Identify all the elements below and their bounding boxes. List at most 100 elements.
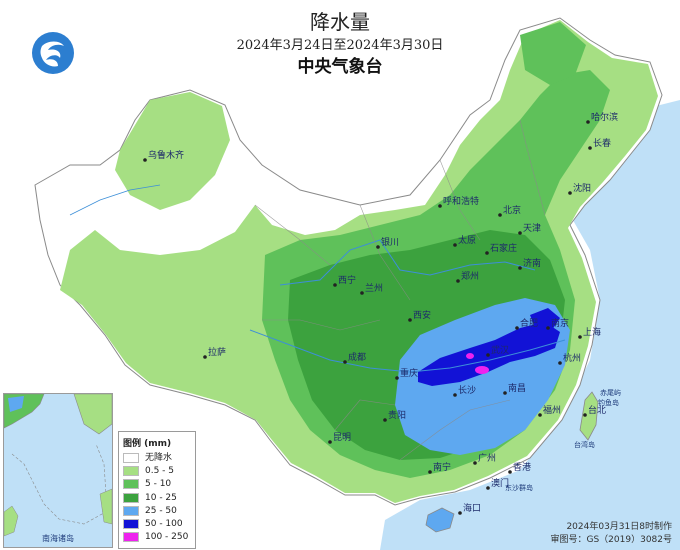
city-dot: [343, 360, 347, 364]
city-label: 杭州: [563, 352, 581, 364]
cma-logo-icon: [32, 32, 74, 74]
city-dot: [578, 335, 582, 339]
south-china-sea-inset: 南海诸岛: [3, 393, 113, 548]
city-marker: 南昌: [503, 382, 526, 395]
legend-label: 100 - 250: [145, 532, 189, 543]
city-label: 太原: [458, 234, 476, 246]
city-marker: 台北: [583, 404, 606, 417]
legend: 图例 (mm) 无降水 0.5 - 5 5 - 10 10 - 25 25 - 50 50…: [118, 431, 196, 549]
city-label: 昆明: [333, 432, 351, 443]
city-dot: [333, 283, 337, 287]
city-marker: 香港: [508, 461, 531, 474]
city-marker: 北京: [498, 204, 521, 217]
city-dot: [485, 251, 489, 255]
legend-swatch: [123, 532, 139, 543]
city-marker: 重庆: [395, 367, 418, 380]
city-dot: [360, 291, 364, 295]
city-marker: 武汉: [486, 344, 509, 357]
city-dot: [486, 353, 490, 357]
legend-item: 100 - 250: [123, 531, 193, 543]
city-dot: [458, 511, 462, 515]
city-dot: [376, 245, 380, 249]
city-marker: 郑州: [456, 270, 479, 283]
taiwan-island: [579, 391, 599, 441]
legend-label: 25 - 50: [145, 505, 177, 516]
city-marker: 兰州: [360, 282, 383, 295]
city-marker: 天津: [518, 223, 541, 235]
city-marker: 太原: [453, 234, 476, 247]
city-marker: 银川: [376, 236, 399, 249]
city-label: 拉萨: [208, 346, 226, 358]
tarim-river: [69, 184, 161, 216]
city-marker: 拉萨: [203, 346, 226, 359]
legend-swatch: [123, 479, 139, 490]
precip-100-250-spot: [466, 353, 474, 359]
china-landmass: [34, 17, 663, 506]
city-dot: [558, 361, 562, 365]
feature-label: 赤尾屿: [600, 388, 621, 397]
city-label: 兰州: [365, 282, 383, 294]
city-label: 澳门: [491, 477, 509, 489]
city-label: 福州: [543, 404, 561, 416]
legend-swatch: [123, 505, 139, 516]
map-title: 降水量: [310, 10, 370, 34]
city-label: 成都: [348, 351, 366, 363]
agency-name: 中央气象台: [297, 57, 383, 77]
precip-100-250-spot: [475, 366, 489, 374]
city-label: 南宁: [433, 461, 451, 473]
city-label: 武汉: [491, 344, 509, 356]
city-label: 广州: [478, 452, 496, 464]
city-dot: [428, 470, 432, 474]
city-marker: 上海: [578, 326, 601, 339]
yangtze-river: [249, 329, 566, 373]
city-label: 重庆: [400, 367, 418, 379]
date-range: 2024年3月24日至2024年3月30日: [236, 38, 444, 53]
city-dot: [518, 266, 522, 270]
city-marker: 哈尔滨: [586, 111, 618, 124]
city-label: 北京: [503, 204, 521, 216]
city-marker: 杭州: [558, 352, 581, 365]
city-marker: 福州: [538, 404, 561, 417]
city-label: 呼和浩特: [443, 195, 479, 207]
city-label: 西安: [413, 309, 431, 321]
legend-label: 0.5 - 5: [145, 466, 175, 477]
city-label: 南京: [551, 317, 569, 329]
city-dot: [473, 461, 477, 465]
legend-item: 0.5 - 5: [123, 465, 193, 477]
city-dot: [588, 146, 592, 150]
legend-swatch: [123, 466, 139, 477]
city-label: 石家庄: [490, 242, 517, 254]
city-label: 沈阳: [573, 182, 591, 194]
legend-item: 无降水: [123, 452, 193, 464]
city-marker: 成都: [343, 351, 366, 364]
city-label: 郑州: [461, 270, 479, 282]
precip-5-10-northeast: [520, 22, 586, 85]
city-dot: [586, 120, 590, 124]
city-label: 台北: [588, 404, 606, 416]
city-dot: [583, 413, 587, 417]
city-marker: 海口: [458, 502, 481, 515]
inset-label: 南海诸岛: [42, 534, 74, 543]
city-label: 合肥: [520, 317, 538, 329]
legend-label: 50 - 100: [145, 519, 183, 529]
feature-label: 钓鱼岛: [598, 398, 619, 407]
precip-0-5-northwest: [115, 92, 230, 210]
city-dot: [515, 326, 519, 330]
city-marker: 呼和浩特: [438, 195, 479, 208]
city-label: 长春: [593, 137, 611, 149]
city-marker: 济南: [518, 257, 541, 270]
city-label: 天津: [523, 223, 541, 234]
feature-label: 台湾岛: [574, 440, 595, 449]
legend-item: 10 - 25: [123, 492, 193, 504]
city-marker: 广州: [473, 452, 496, 465]
city-marker: 石家庄: [485, 242, 517, 255]
city-dot: [328, 440, 332, 444]
city-dot: [453, 243, 457, 247]
city-dot: [383, 418, 387, 422]
city-dot: [546, 326, 550, 330]
city-label: 哈尔滨: [591, 111, 618, 123]
city-dot: [453, 393, 457, 397]
city-marker: 西宁: [333, 274, 356, 287]
city-dot: [456, 279, 460, 283]
